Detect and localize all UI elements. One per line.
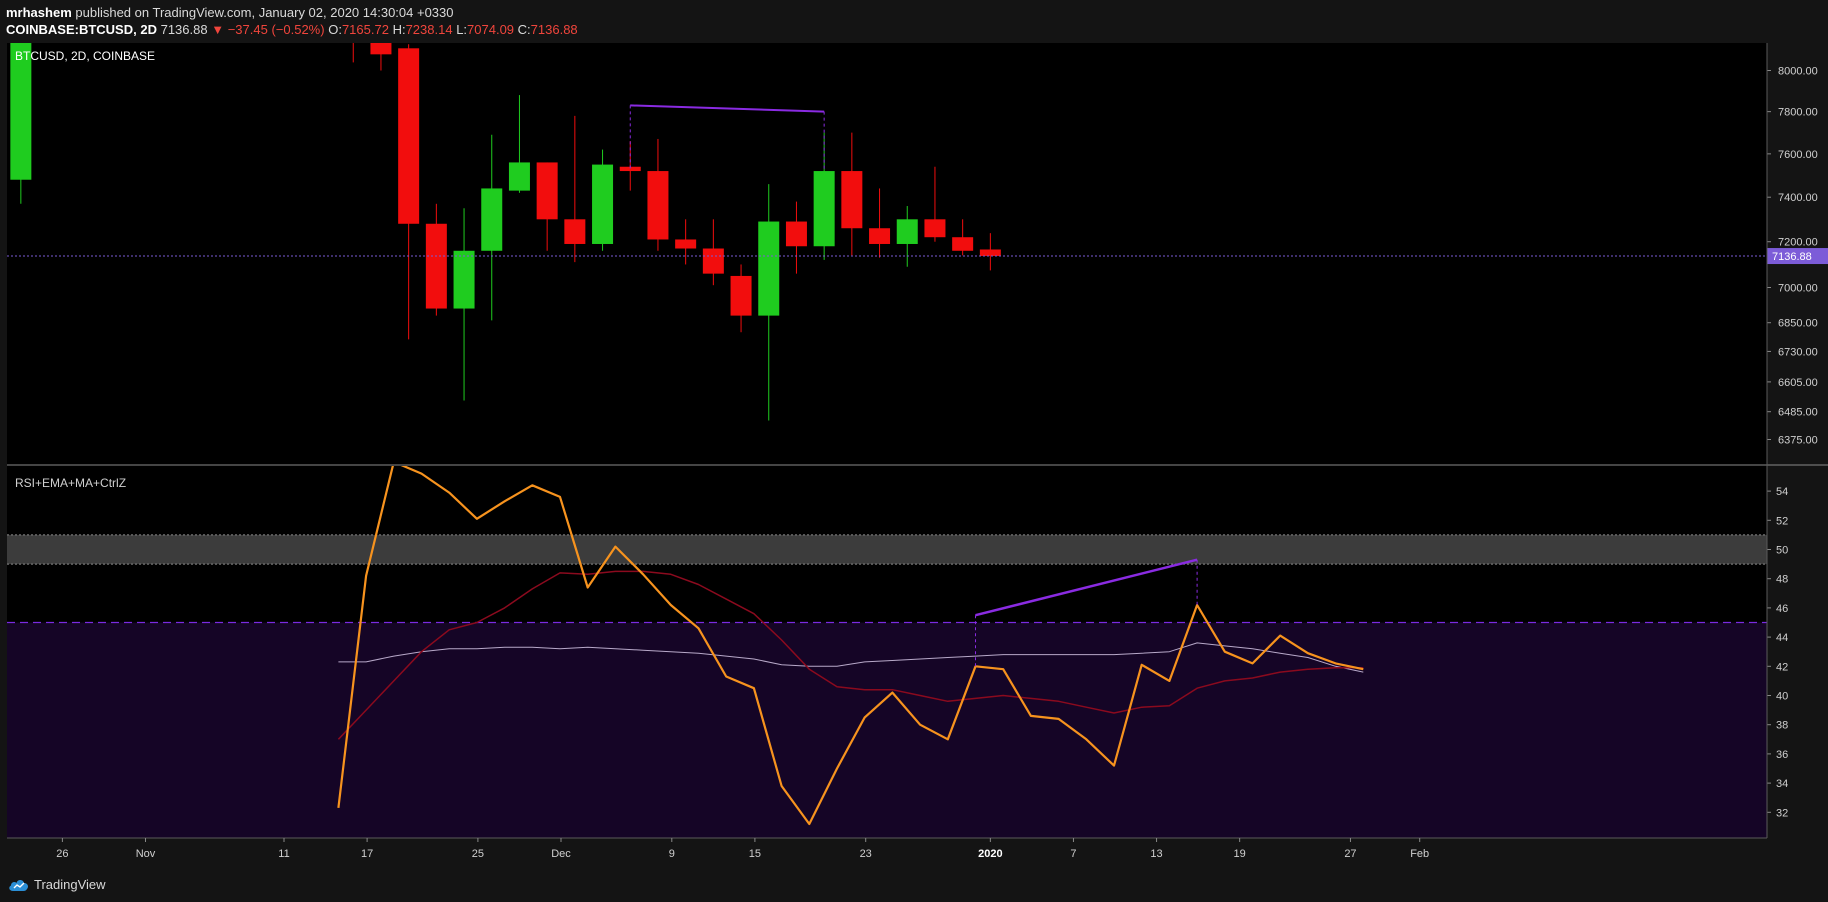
- time-tick-label: 25: [472, 848, 484, 860]
- time-tick-label: 2020: [978, 848, 1002, 860]
- rsi-tick-label: 42: [1776, 661, 1788, 673]
- tradingview-cloud-icon[interactable]: [8, 877, 30, 893]
- candle-body: [508, 162, 530, 191]
- footer-bar: TradingView: [0, 868, 1828, 902]
- rsi-divergence-line: [975, 558, 1198, 617]
- candle-body: [675, 239, 697, 249]
- candle-body: [979, 249, 1001, 257]
- candle-body: [785, 221, 807, 247]
- time-tick-label: 27: [1344, 848, 1356, 860]
- rsi-tick-label: 36: [1776, 749, 1788, 761]
- price-tick-label: 7800.00: [1778, 107, 1818, 119]
- rsi-pane-title: RSI+EMA+MA+CtrlZ: [15, 476, 126, 490]
- candle-body: [924, 219, 946, 238]
- publication-header: mrhashem published on TradingView.com, J…: [0, 0, 1828, 43]
- open-value: 7165.72: [341, 22, 389, 37]
- candle-body: [370, 43, 392, 55]
- high-label: H:: [392, 22, 406, 37]
- candle-body: [758, 221, 780, 316]
- rsi-tick-label: 46: [1776, 603, 1788, 615]
- candle-body: [425, 223, 447, 309]
- time-axis[interactable]: 26 Nov 11 17 25 Dec 9 15 23 2020 7 13 19 27 Feb: [56, 838, 1429, 860]
- rsi-tick-label: 38: [1776, 720, 1788, 732]
- rsi-tick-label: 34: [1776, 778, 1788, 790]
- price-tick-label: 6730.00: [1778, 346, 1818, 358]
- price-pane[interactable]: 8000.00 7800.00 7600.00 7400.00 7200.00 7000.…: [0, 43, 1828, 447]
- price-tick-label: 7200.00: [1778, 237, 1818, 249]
- candle-body: [647, 171, 669, 240]
- rsi-tick-label: 32: [1776, 807, 1788, 819]
- price-tick-label: 6375.00: [1778, 435, 1818, 447]
- rsi-mid-band: [7, 534, 1767, 565]
- time-tick-label: 11: [278, 848, 289, 860]
- price-tick-label: 7400.00: [1778, 192, 1818, 204]
- change-value: −37.45 (−0.52%): [227, 22, 325, 37]
- time-tick-label: 26: [56, 848, 68, 860]
- time-tick-label: 7: [1070, 848, 1076, 860]
- price-tick-label: 6605.00: [1778, 377, 1818, 389]
- time-tick-label: Dec: [551, 848, 571, 860]
- price-tick-label: 6485.00: [1778, 407, 1818, 419]
- candle-body: [453, 250, 475, 309]
- ohlc-legend: COINBASE:BTCUSD, 2D 7136.88 ▼ −37.45 (−0…: [6, 22, 578, 37]
- time-tick-label: 9: [669, 848, 675, 860]
- ma-line: [338, 642, 1364, 673]
- low-label: L:: [456, 22, 468, 37]
- rsi-tick-label: 40: [1776, 691, 1788, 703]
- time-tick-label: Feb: [1410, 848, 1429, 860]
- price-plot: [7, 43, 1767, 421]
- rsi-fill-zone: [7, 622, 1767, 838]
- close-value: 7136.88: [530, 22, 578, 37]
- candle-body: [869, 228, 891, 244]
- time-tick-label: 15: [749, 848, 761, 860]
- rsi-tick-label: 54: [1776, 486, 1788, 498]
- candle-body: [592, 164, 614, 244]
- rsi-line: [337, 466, 1364, 826]
- candle-body: [952, 237, 974, 251]
- candle-body: [10, 43, 32, 180]
- author-name[interactable]: mrhashem: [6, 5, 72, 20]
- rsi-tick-label: 52: [1776, 515, 1788, 527]
- rsi-pane[interactable]: 54 52 50 48 46 44 42 40 38 36 34 32: [7, 462, 1788, 842]
- price-tick-label: 8000.00: [1778, 66, 1818, 78]
- price-tick-label: 6850.00: [1778, 318, 1818, 330]
- price-divergence-line: [630, 104, 825, 113]
- candle-body: [481, 188, 503, 251]
- published-text: published on TradingView.com, January 02…: [75, 5, 454, 20]
- rsi-tick-label: 50: [1776, 545, 1788, 557]
- high-value: 7238.14: [405, 22, 453, 37]
- candle-body: [896, 219, 918, 244]
- tradingview-brand[interactable]: TradingView: [34, 877, 106, 892]
- candle-body: [813, 171, 835, 247]
- candle-body: [564, 219, 586, 244]
- time-tick-label: 13: [1150, 848, 1162, 860]
- candle-body: [702, 248, 724, 274]
- last-price-tag: [1767, 248, 1828, 265]
- ema-line: [337, 570, 1364, 740]
- candle-body: [536, 162, 558, 220]
- time-tick-label: Nov: [136, 848, 156, 860]
- last-price-tag-label: 7136.88: [1772, 251, 1812, 263]
- rsi-plot: [7, 466, 1767, 838]
- candle-body: [730, 275, 752, 316]
- publication-line: mrhashem published on TradingView.com, J…: [6, 5, 454, 20]
- chart-area[interactable]: 8000.00 7800.00 7600.00 7400.00 7200.00 7000.…: [0, 43, 1828, 868]
- candle-body: [398, 48, 420, 224]
- low-value: 7074.09: [467, 22, 515, 37]
- open-label: O:: [328, 22, 342, 37]
- change-arrow-icon: ▼: [211, 22, 225, 37]
- price-tick-label: 7000.00: [1778, 283, 1818, 295]
- last-price: 7136.88: [160, 22, 208, 37]
- close-label: C:: [517, 22, 531, 37]
- symbol-label: COINBASE:BTCUSD, 2D: [6, 22, 157, 37]
- time-tick-label: 17: [361, 848, 373, 860]
- price-tick-label: 7600.00: [1778, 149, 1818, 161]
- time-tick-label: 19: [1234, 848, 1246, 860]
- time-tick-label: 23: [860, 848, 872, 860]
- candle-body: [841, 171, 863, 229]
- rsi-tick-label: 44: [1776, 632, 1788, 644]
- candle-body: [619, 166, 641, 172]
- rsi-tick-label: 48: [1776, 574, 1788, 586]
- price-pane-title: BTCUSD, 2D, COINBASE: [15, 49, 155, 63]
